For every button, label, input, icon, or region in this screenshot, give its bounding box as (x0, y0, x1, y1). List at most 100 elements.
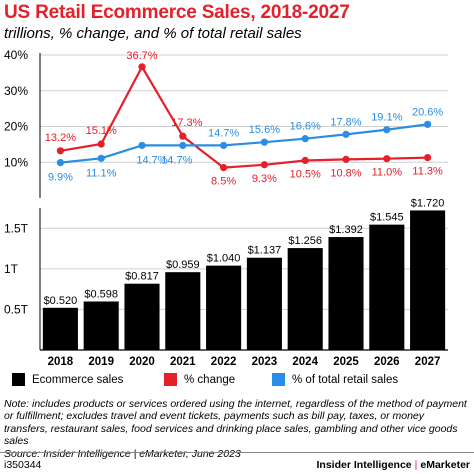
bar-value-label: $1.545 (370, 212, 404, 224)
data-label-pct-total-retail: 14.7% (161, 154, 192, 166)
data-label-pct-total-retail: 20.6% (412, 106, 443, 118)
x-tick-label: 2018 (48, 356, 74, 368)
legend-item-ecommerce-sales: Ecommerce sales (12, 373, 123, 386)
x-tick-label: 2024 (292, 356, 318, 368)
data-label-pct-total-retail: 14.7% (136, 154, 167, 166)
brand-separator: | (414, 459, 418, 471)
legend-swatch-percent-change (164, 373, 177, 386)
data-label-pct-total-retail: 19.1% (371, 112, 402, 124)
legend-swatch-ecommerce-sales (12, 373, 25, 386)
bar-y-tick-label: 0.5T (4, 302, 29, 316)
data-point-pct-change (56, 147, 64, 155)
data-label-pct-change: 10.5% (290, 168, 321, 180)
bar-y-tick-label: 1.5T (4, 221, 29, 235)
footer-brand: Insider Intelligence | eMarketer (317, 459, 470, 471)
series-line-pct-total-retail (60, 123, 428, 164)
data-label-pct-change: 15.1% (86, 125, 117, 137)
data-point-pct-change (260, 161, 268, 169)
line-y-tick-label: 30% (4, 84, 28, 98)
bar-value-label: $1.392 (329, 224, 363, 236)
x-tick-label: 2027 (415, 356, 441, 368)
data-label-pct-change: 36.7% (126, 50, 157, 62)
data-point-pct-total-retail (260, 138, 268, 146)
data-point-pct-total-retail (220, 141, 228, 150)
data-label-pct-total-retail: 9.9% (48, 172, 73, 184)
data-label-pct-change: 10.8% (330, 167, 361, 179)
bar-ecommerce-sales (83, 301, 119, 350)
data-label-pct-total-retail: 17.8% (330, 116, 361, 128)
bar-ecommerce-sales (42, 307, 78, 350)
bar-ecommerce-sales (124, 283, 160, 350)
data-point-pct-change (97, 140, 105, 148)
data-point-pct-total-retail (424, 120, 432, 128)
data-label-pct-change: 8.5% (211, 176, 236, 188)
x-tick-label: 2026 (374, 356, 400, 368)
bar-y-tick-label: 1T (4, 262, 19, 276)
x-tick-label: 2019 (88, 356, 114, 368)
data-point-pct-total-retail (179, 141, 187, 150)
legend-label-ecommerce-sales: Ecommerce sales (32, 373, 124, 386)
bar-ecommerce-sales (206, 265, 242, 350)
data-point-pct-change (342, 155, 350, 163)
data-label-pct-total-retail: 16.6% (290, 121, 321, 133)
bar-ecommerce-sales (287, 248, 323, 350)
brand-insider-intelligence: Insider Intelligence (316, 459, 412, 471)
bar-value-label: $0.817 (125, 271, 159, 283)
data-label-pct-change: 13.2% (45, 132, 76, 144)
line-y-tick-label: 10% (4, 155, 28, 169)
x-tick-label: 2021 (170, 356, 196, 368)
data-point-pct-total-retail (301, 135, 309, 143)
data-label-pct-total-retail: 11.1% (86, 167, 117, 179)
bar-ecommerce-sales (328, 237, 364, 350)
chart-id: i350344 (4, 459, 42, 471)
x-tick-label: 2025 (333, 356, 359, 368)
data-point-pct-change (301, 156, 309, 165)
data-label-pct-change: 11.3% (412, 166, 443, 178)
legend-item-percent-total-retail: % of total retail sales (272, 373, 398, 386)
line-y-tick-label: 40% (4, 48, 28, 62)
legend-item-percent-change: % change (164, 373, 235, 386)
chart-note: Note: includes products or services orde… (4, 398, 470, 460)
data-point-pct-total-retail (342, 130, 350, 138)
x-tick-label: 2020 (129, 356, 155, 368)
data-label-pct-total-retail: 15.6% (249, 124, 280, 136)
bar-ecommerce-sales (246, 257, 282, 350)
bar-value-label: $0.959 (166, 259, 200, 271)
source-text: Source: Insider Intelligence | eMarketer… (4, 447, 241, 460)
x-tick-label: 2023 (252, 356, 278, 368)
data-label-pct-change: 17.3% (171, 117, 202, 129)
data-point-pct-change (383, 155, 391, 163)
data-point-pct-total-retail (56, 159, 64, 167)
brand-emarketer: eMarketer (420, 459, 470, 471)
bar-ecommerce-sales (369, 224, 405, 350)
bar-ecommerce-sales (165, 272, 201, 350)
footer-divider (0, 452, 474, 453)
bar-value-label: $0.520 (44, 295, 78, 307)
bar-value-label: $1.137 (248, 245, 282, 257)
data-point-pct-change (424, 154, 432, 162)
data-point-pct-total-retail (383, 126, 391, 134)
bar-value-label: $0.598 (84, 288, 118, 300)
bar-value-label: $1.256 (288, 235, 322, 247)
legend-label-percent-total-retail: % of total retail sales (292, 373, 399, 386)
data-point-pct-total-retail (138, 141, 146, 150)
bar-ecommerce-sales (410, 210, 446, 350)
series-line-pct-change (60, 64, 428, 169)
note-text: Note: includes products or services orde… (4, 398, 467, 448)
x-tick-label: 2022 (211, 356, 237, 368)
data-point-pct-change (220, 164, 228, 172)
legend-swatch-percent-total-retail (272, 373, 285, 386)
data-label-pct-change: 11.0% (372, 167, 403, 179)
data-label-pct-change: 9.3% (252, 173, 277, 185)
bar-value-label: $1.720 (411, 197, 445, 209)
legend: Ecommerce sales % change % of total reta… (12, 373, 472, 389)
legend-label-percent-change: % change (184, 373, 236, 386)
data-point-pct-change (138, 63, 146, 71)
data-point-pct-total-retail (97, 154, 105, 162)
chart-title: US Retail Ecommerce Sales, 2018-2027 (4, 2, 350, 23)
line-y-tick-label: 20% (4, 120, 28, 134)
bar-value-label: $1.040 (207, 253, 241, 265)
data-label-pct-total-retail: 14.7% (208, 127, 239, 139)
chart-subtitle: trillions, % change, and % of total reta… (4, 25, 302, 42)
